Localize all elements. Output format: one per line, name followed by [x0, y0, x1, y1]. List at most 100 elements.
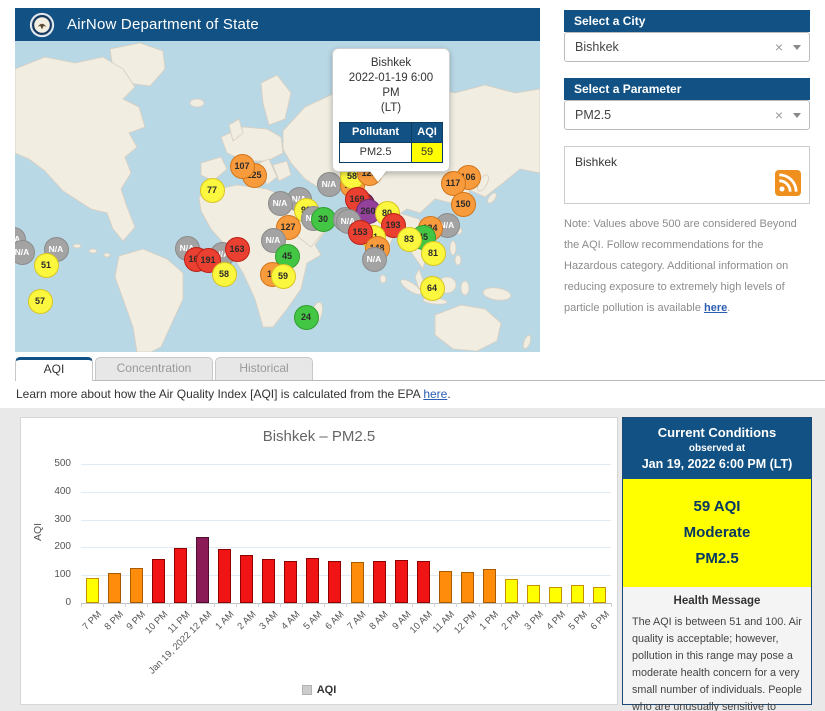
- note-text: Note: Values above 500 are considered Be…: [564, 218, 797, 314]
- world-map[interactable]: N/AN/AN/A515712510777N/AN/AN/A99N/A30N/A…: [15, 41, 540, 352]
- chart-x-tick: [191, 603, 193, 607]
- chart-x-tick: [235, 603, 237, 607]
- chart-bar: [218, 548, 232, 603]
- aqi-marker[interactable]: N/A: [316, 171, 342, 197]
- chart-bar: [151, 559, 165, 603]
- health-message-text: The AQI is between 51 and 100. Air quali…: [632, 616, 802, 711]
- aqi-marker[interactable]: 117: [440, 170, 466, 196]
- aqi-marker[interactable]: N/A: [267, 190, 293, 216]
- aqi-marker[interactable]: 30: [310, 206, 336, 232]
- aqi-marker[interactable]: 163: [224, 236, 250, 262]
- chart-x-tick: [588, 603, 590, 607]
- chart-bar: [284, 561, 298, 603]
- conditions-aqi-block: 59 AQI Moderate PM2.5: [623, 479, 811, 588]
- parameter-select-value: PM2.5: [575, 108, 612, 122]
- chart-y-tick: 400: [54, 485, 71, 497]
- select-parameter-header: Select a Parameter: [564, 78, 810, 100]
- conditions-subtitle: observed at: [688, 443, 746, 454]
- chart-x-label: 2 AM: [235, 609, 259, 633]
- chart-bar: [85, 577, 99, 603]
- chart-gridline: [81, 575, 611, 577]
- aqi-marker[interactable]: 83: [396, 226, 422, 252]
- epa-here-link[interactable]: here: [423, 387, 448, 401]
- chart-bar: [483, 569, 497, 603]
- tab-aqi[interactable]: AQI: [15, 357, 93, 381]
- tab-divider: [15, 380, 825, 381]
- tab-historical[interactable]: Historical: [215, 357, 313, 380]
- aqi-marker[interactable]: 81: [420, 240, 446, 266]
- chart-x-label: 5 PM: [566, 609, 590, 633]
- aqi-marker[interactable]: 57: [27, 288, 53, 314]
- dos-seal-icon: [29, 12, 55, 37]
- chart-x-tick: [279, 603, 281, 607]
- chart-x-tick: [346, 603, 347, 607]
- chart-bar: [173, 548, 187, 603]
- chart-x-tick: [147, 603, 149, 607]
- chart-bar: [240, 555, 254, 603]
- aqi-marker[interactable]: N/A: [361, 246, 387, 272]
- chart-x-label: 4 PM: [544, 609, 568, 633]
- chart-bar: [527, 584, 541, 603]
- chart-x-tick: [368, 603, 370, 607]
- chart-x-label: 1 AM: [213, 609, 237, 633]
- city-select[interactable]: Bishkek ×: [564, 32, 810, 62]
- chart-x-tick: [169, 603, 171, 607]
- chart-x-label: 6 AM: [323, 609, 347, 633]
- chart-x-tick: [500, 603, 502, 607]
- aqi-marker[interactable]: 59: [270, 263, 296, 289]
- conditions-header: Current Conditions observed at Jan 19, 2…: [623, 418, 811, 479]
- aqi-marker[interactable]: 150: [450, 191, 476, 217]
- chart-x-label: 4 AM: [279, 609, 303, 633]
- select-city-header: Select a City: [564, 10, 810, 32]
- sidebar: Select a City Bishkek × Select a Paramet…: [564, 10, 810, 318]
- health-message-title: Health Message: [673, 595, 761, 608]
- view-tabs: AQI Concentration Historical: [15, 357, 825, 381]
- aqi-marker[interactable]: 58: [211, 261, 237, 287]
- chart-y-axis-label: AQI: [32, 522, 45, 542]
- tooltip-pollutant-value: PM2.5: [338, 141, 413, 163]
- city-feed-box: Bishkek: [564, 146, 810, 204]
- parameter-select[interactable]: PM2.5 ×: [564, 100, 810, 130]
- chart-x-tick: [412, 603, 414, 607]
- chart-bar: [262, 559, 276, 603]
- chart-x-tick: [213, 603, 215, 607]
- chart-x-tick: [125, 603, 127, 607]
- chart-legend[interactable]: AQI: [21, 684, 617, 696]
- chart-bar: [460, 572, 474, 603]
- chart-bar: [372, 561, 386, 603]
- chart-bar: [129, 567, 143, 603]
- map-tooltip: Bishkek 2022-01-19 6:00 PM (LT) Pollutan…: [332, 48, 450, 182]
- parameter-clear-icon[interactable]: ×: [774, 107, 783, 123]
- chart-x-tick: [390, 603, 392, 607]
- chart-y-tick: 0: [65, 597, 71, 608]
- aqi-marker[interactable]: N/A: [260, 227, 286, 253]
- conditions-category: Moderate: [683, 523, 751, 541]
- tooltip-city: Bishkek: [370, 57, 412, 69]
- aqi-marker[interactable]: 24: [293, 304, 319, 330]
- chart-bar: [394, 560, 408, 603]
- chart-x-label: 6 PM: [588, 609, 612, 633]
- chart-x-label: 10 PM: [142, 609, 171, 637]
- aqi-marker[interactable]: 51: [33, 252, 59, 278]
- aqi-marker[interactable]: N/A: [15, 239, 35, 265]
- chart-x-tick: [478, 603, 480, 607]
- aqi-marker[interactable]: 64: [419, 275, 445, 301]
- chevron-down-icon[interactable]: [793, 44, 801, 50]
- chart-x-tick: [103, 603, 105, 607]
- chart-x-label: 7 PM: [80, 609, 104, 633]
- aqi-marker[interactable]: 77: [199, 177, 225, 203]
- chart-x-tick: [257, 603, 259, 607]
- note-here-link[interactable]: here: [704, 301, 728, 314]
- tooltip-timezone: (LT): [380, 101, 402, 114]
- chevron-down-icon[interactable]: [793, 112, 801, 118]
- aqi-marker[interactable]: 107: [229, 153, 255, 179]
- city-clear-icon[interactable]: ×: [774, 39, 783, 55]
- chart-x-label: 8 AM: [367, 609, 391, 633]
- chart-bar: [505, 579, 519, 603]
- tooltip-aqi-value: 59: [411, 141, 443, 163]
- tab-concentration[interactable]: Concentration: [95, 357, 213, 380]
- chart-x-label: 11 AM: [430, 609, 458, 636]
- chart-y-tick: 100: [54, 569, 71, 581]
- chart-x-tick: [611, 603, 612, 607]
- rss-icon[interactable]: [775, 170, 801, 196]
